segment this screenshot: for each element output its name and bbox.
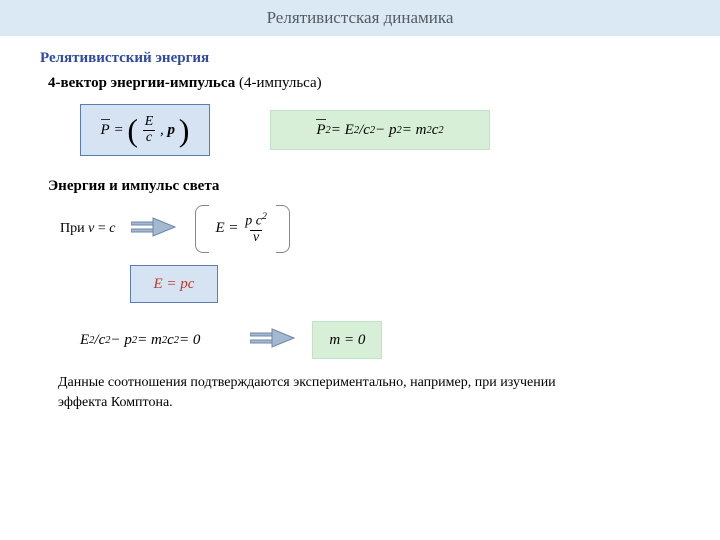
formula-mass-zero-derivation: E2/c2 − p2 = m2c2 = 0 bbox=[70, 321, 210, 359]
light-subtitle: Энергия и импульс света bbox=[48, 178, 720, 195]
header-title: Релятивистская динамика bbox=[267, 8, 454, 28]
fourvector-label-rest: (4-импульса) bbox=[235, 75, 321, 91]
light-row-1: При v = c E = p c2v bbox=[0, 205, 720, 253]
arrow-icon bbox=[250, 327, 296, 354]
section-title: Релятивистский энергия bbox=[40, 50, 720, 67]
note-text: Данные соотношения подтверждаются экспер… bbox=[58, 373, 578, 412]
bracket-right-icon bbox=[276, 205, 290, 253]
light-condition: При v = c bbox=[60, 221, 115, 237]
formula-e-pc: E = pc bbox=[130, 265, 218, 303]
fourvector-label-bold: 4-вектор энергии-импульса bbox=[48, 75, 235, 91]
formula-bracket-inner: E = p c2v bbox=[215, 212, 269, 245]
arrow-icon bbox=[131, 216, 177, 243]
formula-4vector-def: P = ( Ec , p ) bbox=[80, 104, 210, 156]
formula-e-pc2-over-v: E = p c2v bbox=[193, 205, 291, 253]
light-row-3: E2/c2 − p2 = m2c2 = 0 m = 0 bbox=[70, 321, 720, 359]
bracket-left-icon bbox=[195, 205, 209, 253]
light-row-2: E = pc bbox=[130, 265, 720, 303]
fourvector-row: P = ( Ec , p ) P2 = E2/c2 − p2 = m2c2 bbox=[80, 104, 720, 156]
slide-header: Релятивистская динамика bbox=[0, 0, 720, 36]
formula-m-zero: m = 0 bbox=[312, 321, 382, 359]
formula-4vector-square: P2 = E2/c2 − p2 = m2c2 bbox=[270, 110, 490, 150]
fourvector-label: 4-вектор энергии-импульса (4-импульса) bbox=[48, 75, 720, 92]
